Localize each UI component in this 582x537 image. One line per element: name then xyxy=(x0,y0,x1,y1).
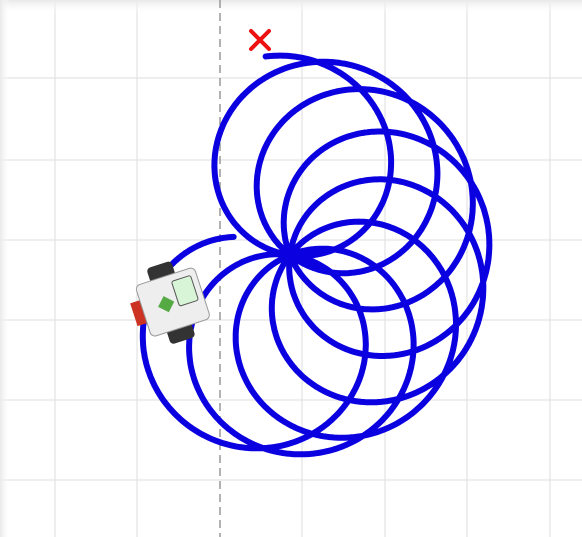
simulator-canvas xyxy=(0,0,582,537)
edge-shadow xyxy=(0,0,10,537)
edge-shadow xyxy=(0,0,582,14)
page: (() => { const path = document.getElemen… xyxy=(0,0,582,537)
